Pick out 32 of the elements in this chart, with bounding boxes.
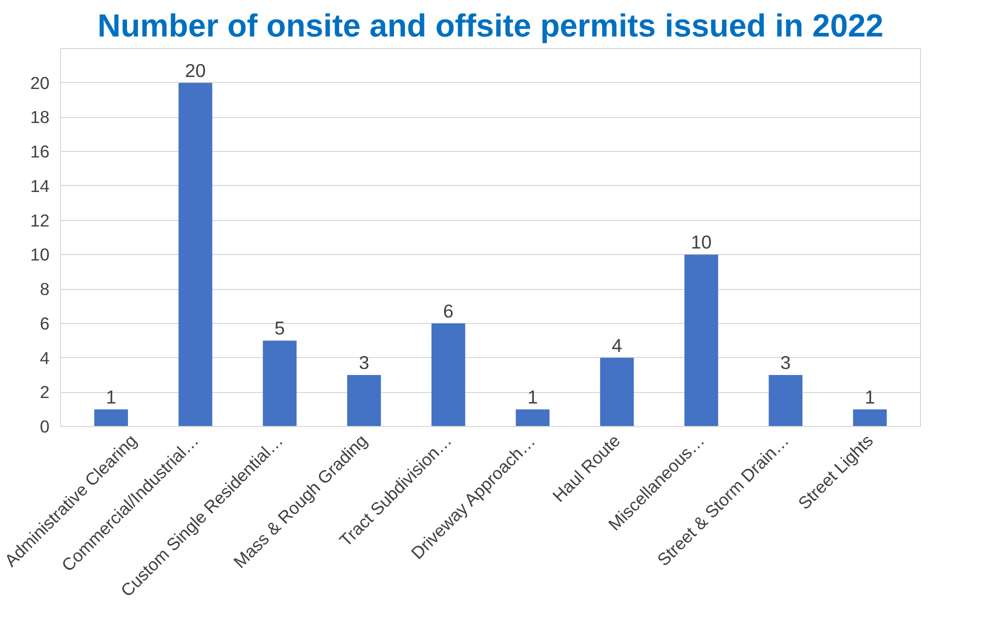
bar [600, 358, 634, 426]
y-tick-label: 0 [40, 416, 50, 436]
bar [431, 323, 466, 426]
data-label: 5 [274, 318, 285, 339]
data-label: 4 [612, 334, 622, 356]
y-tick-label: 6 [40, 313, 50, 334]
data-label: 10 [690, 232, 712, 253]
y-tick-label: 8 [40, 279, 50, 300]
bar [262, 340, 297, 426]
bar [684, 254, 718, 426]
y-tick-label: 12 [30, 210, 50, 230]
bar [178, 82, 212, 426]
y-tick-label: 14 [30, 176, 50, 196]
bar [853, 409, 887, 426]
chart-title: Number of onsite and offsite permits issued in 2022 [98, 8, 884, 44]
bar [768, 374, 802, 426]
bar [516, 409, 550, 426]
bar [94, 409, 128, 426]
data-label: 3 [780, 352, 791, 373]
y-tick-label: 4 [40, 348, 50, 368]
data-label: 6 [443, 300, 454, 322]
y-tick-label: 20 [30, 72, 50, 93]
y-tick-label: 2 [40, 382, 50, 402]
data-label: 1 [527, 386, 538, 408]
data-label: 1 [864, 386, 876, 408]
data-label: 20 [185, 60, 206, 81]
y-tick-label: 16 [30, 142, 50, 162]
y-tick-label: 18 [30, 107, 50, 128]
data-label: 1 [106, 386, 116, 408]
bar [347, 374, 381, 426]
data-label: 3 [358, 352, 370, 373]
y-tick-label: 10 [30, 244, 50, 265]
